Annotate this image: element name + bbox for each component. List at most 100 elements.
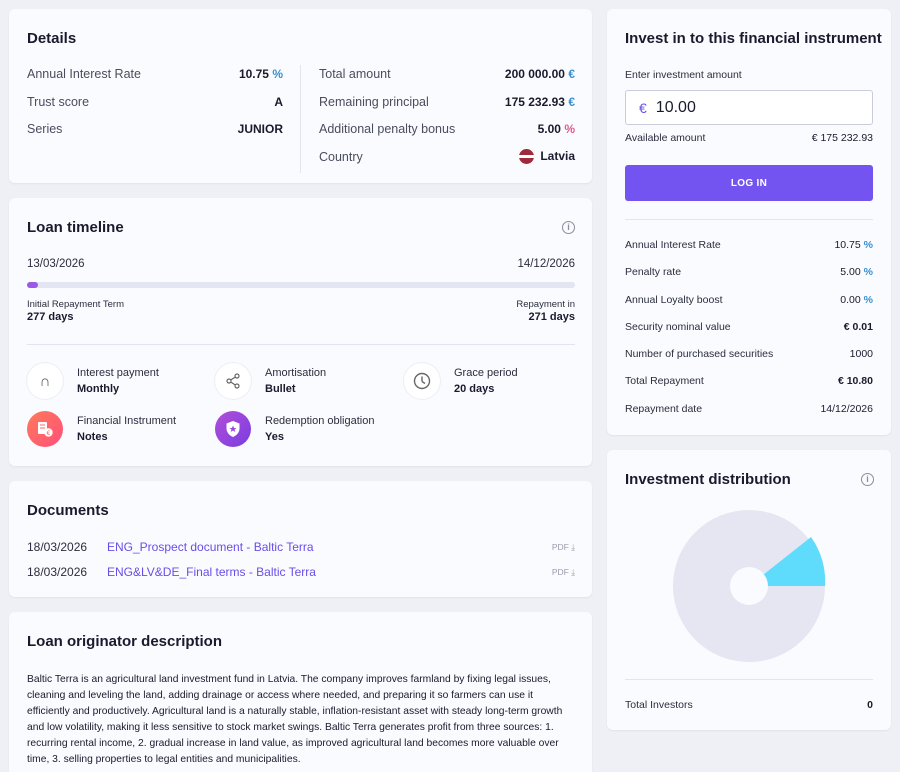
- pdf-label: PDF: [551, 541, 569, 552]
- feature-value: Monthly: [77, 383, 120, 395]
- timeline-divider: [27, 344, 575, 345]
- invest-row-value: 1000: [849, 348, 873, 360]
- percent-unit: %: [564, 122, 575, 136]
- invest-row: Annual Loyalty boost 0.00 %: [625, 294, 873, 306]
- detail-label: Country: [319, 149, 363, 164]
- feature-grace-period: Grace period 20 days: [404, 363, 518, 399]
- loan-timeline-card: Loan timeline i 13/03/2026 14/12/2026 In…: [9, 198, 592, 466]
- invest-title: Invest in to this financial instrument: [625, 30, 882, 47]
- available-amount-label: Available amount: [625, 132, 706, 144]
- percent-unit: %: [863, 239, 873, 251]
- document-date: 18/03/2026: [27, 565, 88, 579]
- detail-value: 10.75: [238, 67, 269, 81]
- documents-card: Documents 18/03/2026 ENG_Prospect docume…: [9, 481, 592, 597]
- info-icon[interactable]: i: [861, 473, 874, 486]
- invest-row: Repayment date 14/12/2026: [625, 403, 873, 415]
- initial-term-caption: Initial Repayment Term: [27, 299, 124, 310]
- percent-unit: %: [272, 67, 283, 81]
- pdf-label: PDF: [551, 566, 569, 577]
- invest-row-value: 0.00: [840, 294, 861, 306]
- repayment-in-caption: Repayment in: [516, 299, 575, 310]
- invest-divider: [625, 219, 873, 220]
- feature-financial-instrument: € Financial Instrument Notes: [27, 411, 176, 447]
- timeline-title: Loan timeline: [27, 219, 124, 236]
- repayment-in-days: 271 days: [528, 311, 575, 323]
- feature-value: Bullet: [265, 383, 296, 395]
- invest-row-label: Number of purchased securities: [625, 348, 774, 360]
- invest-row-value: € 10.80: [837, 375, 873, 387]
- detail-value: 5.00: [537, 122, 561, 136]
- magnet-icon: ∩: [27, 363, 63, 399]
- invest-row-value: 14/12/2026: [820, 403, 873, 415]
- description-text: Baltic Terra is an agricultural land inv…: [27, 674, 563, 765]
- invest-row-label: Penalty rate: [625, 266, 682, 278]
- trust-score-badge: A: [274, 95, 283, 109]
- detail-value: JUNIOR: [237, 122, 283, 136]
- investment-amount-field[interactable]: €: [625, 90, 873, 125]
- feature-interest-payment: ∩ Interest payment Monthly: [27, 363, 159, 399]
- download-icon: ⤓: [571, 541, 575, 552]
- login-button[interactable]: LOG IN: [625, 165, 873, 201]
- detail-value: 200 000.00: [504, 67, 565, 81]
- invest-row-label: Annual Loyalty boost: [625, 294, 723, 306]
- details-card: Details Annual Interest Rate 10.75 % Tru…: [9, 9, 592, 183]
- details-divider: [300, 65, 301, 173]
- timeline-progress-bar: [27, 282, 575, 288]
- detail-label: Annual Interest Rate: [27, 67, 141, 81]
- svg-text:€: €: [47, 430, 51, 437]
- invest-row-value: 5.00: [840, 266, 861, 278]
- percent-unit: %: [863, 266, 873, 278]
- timeline-progress-fill: [27, 282, 38, 288]
- detail-row-penalty: Additional penalty bonus 5.00 %: [319, 122, 575, 136]
- details-title: Details: [27, 30, 77, 47]
- investment-amount-input[interactable]: [655, 98, 836, 117]
- invest-row-value: € 0.01: [843, 321, 873, 333]
- invest-row-label: Security nominal value: [625, 321, 731, 333]
- detail-label: Trust score: [27, 95, 90, 109]
- latvia-flag-icon: [519, 149, 535, 165]
- download-pdf-button[interactable]: PDF ⤓: [552, 542, 575, 553]
- available-amount-row: Available amount € 175 232.93: [625, 132, 873, 144]
- download-pdf-button[interactable]: PDF ⤓: [552, 567, 575, 578]
- invest-row-label: Total Repayment: [625, 375, 704, 387]
- total-investors-value: 0: [867, 699, 873, 711]
- document-row: 18/03/2026 ENG_Prospect document - Balti…: [27, 540, 575, 554]
- distribution-donut-chart: [673, 510, 826, 662]
- shield-icon: [215, 411, 251, 447]
- invest-row: Security nominal value € 0.01: [625, 321, 873, 333]
- detail-row-total: Total amount 200 000.00 €: [319, 67, 575, 81]
- invest-row-label: Annual Interest Rate: [625, 239, 721, 251]
- document-date: 18/03/2026: [27, 540, 88, 554]
- feature-value: Notes: [77, 431, 108, 443]
- country-value: Latvia: [540, 149, 575, 163]
- detail-value: 175 232.93: [504, 95, 565, 109]
- detail-row-trust: Trust score A: [27, 95, 283, 109]
- distribution-title: Investment distribution: [625, 471, 791, 488]
- invest-card: Invest in to this financial instrument E…: [607, 9, 891, 435]
- timeline-start-date: 13/03/2026: [27, 258, 85, 270]
- feature-label: Interest payment: [77, 367, 159, 379]
- document-row: 18/03/2026 ENG&LV&DE_Final terms - Balti…: [27, 565, 575, 579]
- timeline-end-date: 14/12/2026: [517, 258, 575, 270]
- document-link[interactable]: ENG_Prospect document - Baltic Terra: [107, 540, 314, 554]
- invest-row: Penalty rate 5.00 %: [625, 266, 873, 278]
- notes-euro-icon: €: [27, 411, 63, 447]
- euro-icon: €: [639, 99, 647, 116]
- share-nodes-icon: [215, 363, 251, 399]
- detail-row-country: Country Latvia: [319, 149, 575, 165]
- total-investors-row: Total Investors 0: [625, 699, 873, 711]
- available-amount-value: € 175 232.93: [811, 132, 873, 144]
- info-icon[interactable]: i: [562, 221, 575, 234]
- detail-label: Total amount: [319, 67, 391, 81]
- feature-redemption-obligation: Redemption obligation Yes: [215, 411, 374, 447]
- invest-row: Number of purchased securities 1000: [625, 348, 873, 360]
- feature-label: Redemption obligation: [265, 415, 375, 427]
- feature-value: 20 days: [454, 383, 495, 395]
- feature-label: Amortisation: [265, 367, 327, 379]
- feature-label: Grace period: [454, 367, 518, 379]
- download-icon: ⤓: [571, 566, 575, 577]
- detail-row-remaining: Remaining principal 175 232.93 €: [319, 95, 575, 109]
- investment-amount-label: Enter investment amount: [625, 69, 742, 81]
- document-link[interactable]: ENG&LV&DE_Final terms - Baltic Terra: [107, 565, 316, 579]
- feature-value: Yes: [265, 431, 284, 443]
